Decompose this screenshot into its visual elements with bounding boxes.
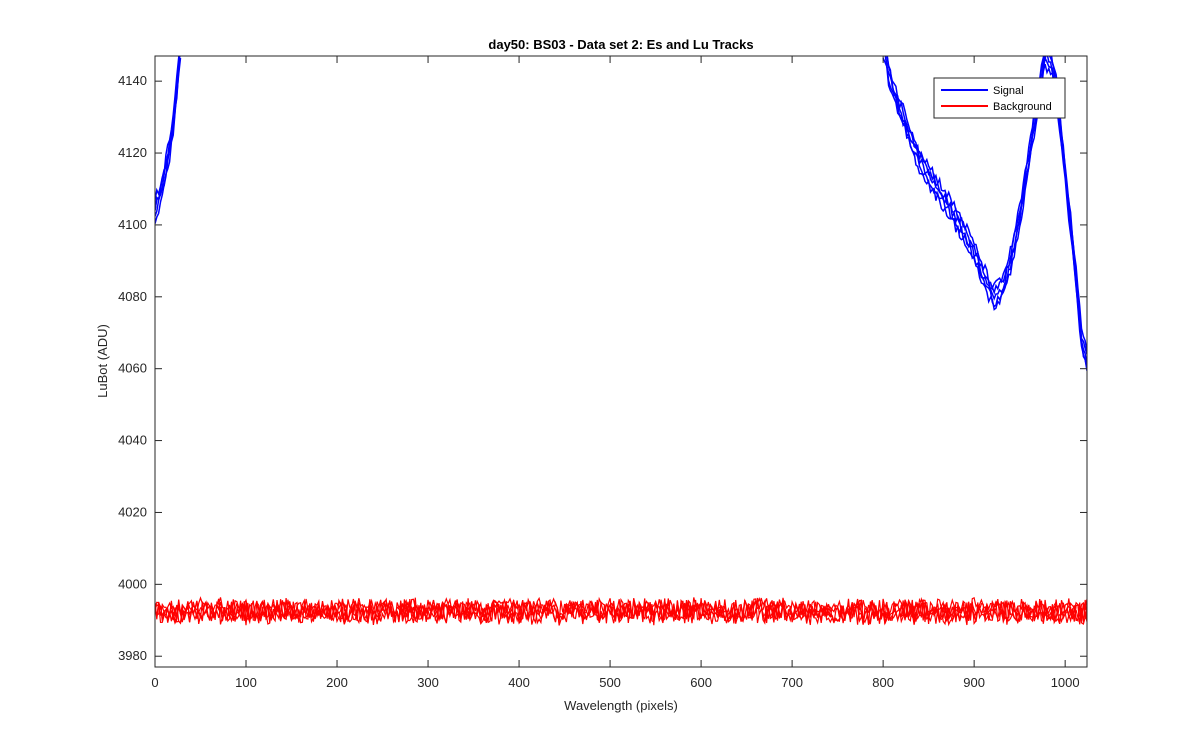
y-tick-label: 4140 xyxy=(118,73,147,88)
legend-box xyxy=(933,77,1066,119)
chart-title: day50: BS03 - Data set 2: Es and Lu Trac… xyxy=(488,37,753,52)
x-tick-label: 900 xyxy=(963,675,985,690)
legend-background-label: Background xyxy=(993,101,1052,113)
x-tick-label: 1000 xyxy=(1051,675,1080,690)
x-tick-label: 0 xyxy=(151,675,158,690)
x-tick-label: 100 xyxy=(235,675,257,690)
legend-signal-label: Signal xyxy=(993,85,1024,97)
x-axis: 0 100 200 300 400 500 600 700 800 900 1000 xyxy=(151,56,1080,690)
x-tick-label: 300 xyxy=(417,675,439,690)
y-tick-label: 4100 xyxy=(118,217,147,232)
legend: Signal Background xyxy=(933,77,1066,119)
x-tick-label: 600 xyxy=(690,675,712,690)
y-tick-label: 3980 xyxy=(118,648,147,663)
series-background-line xyxy=(155,597,1087,626)
x-tick-label: 200 xyxy=(326,675,348,690)
series-layer xyxy=(155,56,1087,627)
x-axis-label: Wavelength (pixels) xyxy=(564,698,678,713)
series-signal-line xyxy=(886,56,1087,353)
x-tick-label: 800 xyxy=(872,675,894,690)
y-tick-label: 4080 xyxy=(118,289,147,304)
series-signal-line xyxy=(155,56,180,201)
y-tick-label: 4040 xyxy=(118,433,147,448)
x-tick-label: 700 xyxy=(781,675,803,690)
y-tick-label: 4060 xyxy=(118,361,147,376)
x-tick-label: 400 xyxy=(508,675,530,690)
y-tick-label: 4020 xyxy=(118,504,147,519)
y-tick-label: 4000 xyxy=(118,576,147,591)
plot-background xyxy=(155,56,1087,667)
y-axis-label: LuBot (ADU) xyxy=(95,324,110,398)
x-tick-label: 500 xyxy=(599,675,621,690)
y-tick-label: 4120 xyxy=(118,145,147,160)
series-signal-line xyxy=(155,56,181,211)
plot-frame xyxy=(154,55,1088,668)
y-axis: 3980 4000 4020 4040 4060 4080 4100 4120 4140 xyxy=(118,73,1087,663)
